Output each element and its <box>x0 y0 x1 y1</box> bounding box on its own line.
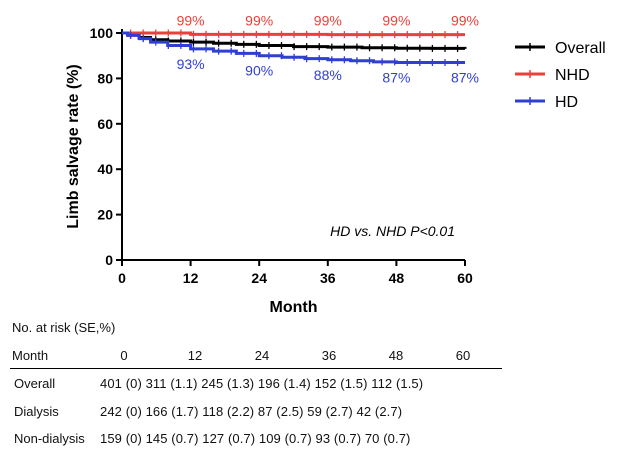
data-label-nhd: 99% <box>314 13 342 29</box>
data-label-nhd: 99% <box>382 13 410 29</box>
legend-label-overall: Overall <box>555 40 606 57</box>
p-value-annotation: HD vs. NHD P<0.01 <box>330 223 455 239</box>
y-tick-label: 80 <box>97 70 113 86</box>
risk-table-month-label: Month <box>12 348 49 363</box>
y-axis-title: Limb salvage rate (%) <box>65 64 82 229</box>
risk-row-values-dialysis: 242 (0) 166 (1.7) 118 (2.2) 87 (2.5) 59 … <box>100 404 403 419</box>
legend-label-nhd: NHD <box>555 67 590 84</box>
data-label-hd: 87% <box>382 70 410 86</box>
x-axis-title: Month <box>270 299 318 316</box>
x-tick-label: 12 <box>183 270 199 286</box>
x-tick-label: 60 <box>457 270 473 286</box>
risk-row-label-overall: Overall <box>14 376 56 391</box>
risk-row-values-non-dialysis: 159 (0) 145 (0.7) 127 (0.7) 109 (0.7) 93… <box>100 431 411 446</box>
y-tick-label: 20 <box>97 207 113 223</box>
risk-month-0: 0 <box>120 348 128 363</box>
risk-row-label-dialysis: Dialysis <box>14 404 59 419</box>
risk-month-24: 24 <box>254 348 270 363</box>
x-tick-label: 36 <box>320 270 336 286</box>
y-tick-label: 60 <box>97 116 113 132</box>
legend-label-hd: HD <box>555 94 578 111</box>
data-label-nhd: 99% <box>451 13 479 29</box>
risk-month-36: 36 <box>321 348 337 363</box>
risk-row-label-non-dialysis: Non-dialysis <box>14 431 85 446</box>
x-tick-label: 24 <box>251 270 267 286</box>
risk-month-48: 48 <box>388 348 404 363</box>
risk-table-divider <box>10 368 502 369</box>
data-label-nhd: 99% <box>245 12 273 28</box>
data-label-hd: 88% <box>314 67 342 83</box>
y-tick-label: 0 <box>105 252 113 268</box>
risk-row-values-overall: 401 (0) 311 (1.1) 245 (1.3) 196 (1.4) 15… <box>100 376 424 391</box>
data-label-hd: 87% <box>451 70 479 86</box>
data-label-hd: 90% <box>245 63 273 79</box>
x-tick-label: 48 <box>389 270 405 286</box>
y-tick-label: 40 <box>97 161 113 177</box>
risk-month-60: 60 <box>455 348 471 363</box>
data-label-nhd: 99% <box>177 12 205 28</box>
x-tick-label: 0 <box>118 270 126 286</box>
data-label-hd: 93% <box>177 56 205 72</box>
km-chart: 0 20 40 60 80 100 0 12 24 36 48 60 Month Limb salvage… <box>65 12 606 316</box>
series-line-hd <box>122 31 465 65</box>
y-tick-label: 100 <box>90 25 114 41</box>
risk-month-12: 12 <box>187 348 203 363</box>
risk-table-caption: No. at risk (SE,%) <box>12 320 116 335</box>
